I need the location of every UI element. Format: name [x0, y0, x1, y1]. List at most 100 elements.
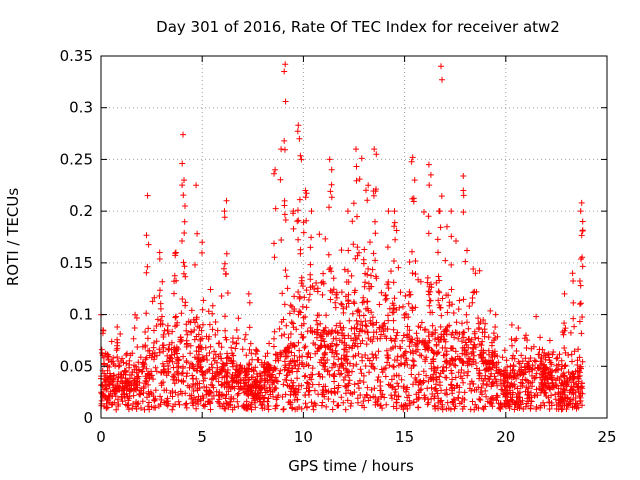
data-point	[406, 343, 413, 350]
data-point	[152, 364, 159, 371]
data-point	[480, 380, 486, 387]
data-point	[434, 236, 441, 243]
y-tick-label: 0.1	[69, 306, 93, 324]
data-point	[273, 352, 279, 358]
data-point	[486, 399, 493, 406]
data-point	[222, 334, 229, 341]
data-point	[252, 376, 259, 383]
data-point	[427, 309, 434, 316]
data-point	[307, 324, 314, 331]
data-point	[209, 310, 216, 317]
data-point	[456, 384, 463, 391]
data-point	[281, 211, 288, 218]
data-point	[302, 392, 308, 399]
data-point	[281, 301, 288, 308]
data-point	[562, 362, 569, 369]
data-point	[299, 353, 306, 360]
data-point	[341, 346, 347, 353]
data-point	[471, 328, 478, 335]
data-point	[156, 293, 163, 299]
data-point	[139, 368, 146, 375]
data-point	[101, 370, 108, 377]
data-point	[518, 352, 525, 359]
data-point	[442, 326, 449, 333]
data-point	[485, 358, 492, 365]
data-point	[478, 384, 485, 391]
data-point	[382, 373, 389, 380]
data-point	[437, 224, 444, 231]
data-point	[289, 365, 296, 372]
data-point	[193, 314, 200, 321]
data-point	[302, 372, 309, 379]
data-point	[390, 317, 397, 324]
data-point	[459, 338, 465, 345]
data-point	[130, 400, 137, 407]
data-point	[161, 327, 168, 334]
data-point	[183, 400, 190, 407]
data-point	[249, 356, 256, 363]
data-point	[577, 282, 584, 289]
data-point	[364, 329, 371, 336]
data-point	[576, 367, 582, 374]
data-point	[180, 270, 187, 277]
data-point	[393, 372, 400, 379]
data-point	[159, 313, 165, 320]
data-point	[355, 332, 362, 339]
data-point	[547, 359, 554, 366]
y-tick-label: 0.35	[60, 47, 93, 65]
data-point	[285, 334, 292, 341]
data-point	[513, 348, 520, 354]
data-point	[406, 327, 413, 334]
data-point	[283, 322, 290, 329]
data-point	[508, 336, 515, 343]
data-point	[370, 354, 377, 361]
data-point	[577, 397, 584, 404]
chart-title: Day 301 of 2016, Rate Of TEC Index for r…	[156, 18, 560, 36]
data-point	[555, 397, 562, 404]
data-point	[421, 327, 428, 334]
data-point	[202, 375, 208, 382]
data-point	[554, 354, 561, 361]
data-point	[231, 404, 238, 411]
data-point	[509, 391, 516, 398]
data-point	[369, 314, 376, 321]
data-point	[308, 399, 315, 406]
data-point	[302, 187, 309, 194]
data-point	[181, 230, 188, 236]
data-point	[557, 400, 563, 407]
data-point	[207, 286, 214, 293]
data-point	[450, 345, 457, 352]
y-tick-label: 0.15	[60, 254, 93, 272]
data-point	[475, 315, 482, 322]
data-point	[451, 334, 458, 341]
data-point	[573, 405, 580, 412]
data-point	[364, 298, 371, 305]
data-point	[148, 372, 155, 379]
data-point	[171, 272, 178, 279]
data-point	[385, 312, 391, 319]
data-point	[202, 401, 209, 408]
data-point	[143, 310, 150, 317]
data-point	[180, 131, 186, 138]
data-point	[438, 333, 445, 340]
data-point	[305, 388, 312, 395]
data-point	[190, 388, 197, 394]
data-point	[291, 293, 298, 300]
data-point	[222, 271, 229, 278]
data-point	[328, 388, 334, 395]
data-point	[351, 381, 358, 388]
plot-frame	[100, 55, 608, 419]
data-point	[432, 327, 439, 333]
data-point	[183, 327, 190, 334]
data-point	[288, 404, 295, 411]
data-point	[545, 394, 552, 401]
data-point	[163, 372, 170, 379]
data-point	[525, 385, 532, 392]
data-point	[523, 332, 529, 339]
data-point	[224, 354, 231, 361]
data-point	[253, 377, 260, 384]
data-point	[338, 394, 345, 401]
data-point	[385, 355, 392, 362]
data-point	[170, 403, 177, 410]
data-point	[328, 181, 335, 188]
